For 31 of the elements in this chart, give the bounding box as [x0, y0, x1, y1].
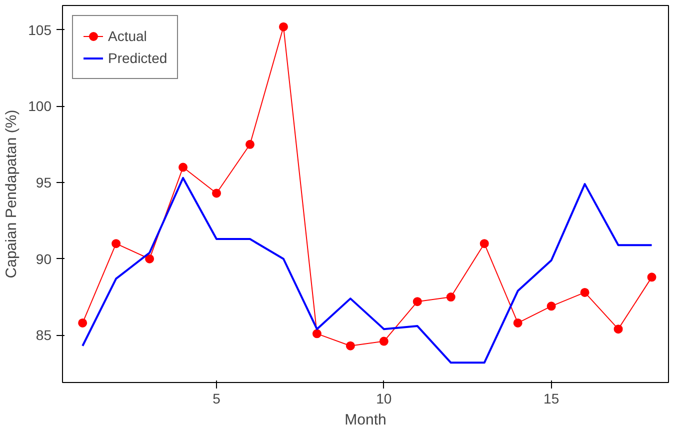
point	[446, 292, 456, 302]
y-tick-label: 105	[28, 22, 52, 38]
point	[178, 162, 188, 172]
y-axis-title: Capaian Pendapatan (%)	[3, 110, 20, 278]
x-axis-title: Month	[344, 412, 386, 428]
point	[145, 254, 154, 264]
point	[647, 272, 656, 282]
point	[278, 22, 288, 32]
point	[513, 318, 522, 328]
y-tick-label: 85	[36, 327, 52, 344]
point	[546, 302, 556, 311]
y-tick-label: 90	[36, 250, 52, 267]
point	[245, 140, 254, 149]
point	[112, 239, 121, 248]
y-tick-label: 95	[36, 174, 52, 191]
x-tick-label: 10	[376, 390, 392, 406]
point	[212, 188, 222, 198]
point	[379, 336, 388, 346]
point	[78, 318, 88, 328]
point	[346, 341, 355, 350]
point	[412, 297, 422, 306]
point	[312, 329, 322, 338]
y-tick-label: 100	[28, 98, 52, 114]
point	[614, 324, 623, 334]
legend-label: Predicted	[108, 50, 168, 66]
line-series	[82, 176, 653, 364]
x-tick-label: 15	[544, 390, 560, 406]
x-tick-label: 5	[212, 390, 221, 406]
point	[580, 288, 590, 297]
legend-label: Actual	[108, 28, 147, 44]
point	[480, 239, 489, 248]
